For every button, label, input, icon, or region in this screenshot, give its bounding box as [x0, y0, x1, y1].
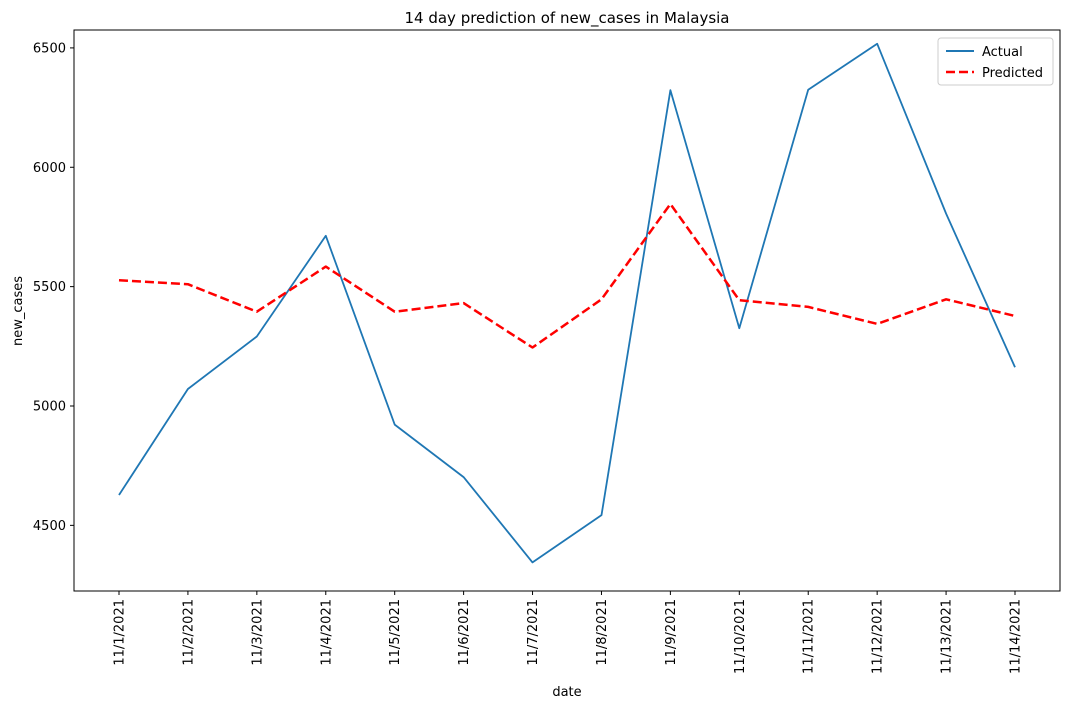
- x-tick-label: 11/2/2021: [181, 599, 196, 666]
- x-tick-label: 11/7/2021: [526, 599, 541, 666]
- x-tick-label: 11/9/2021: [664, 599, 679, 666]
- y-tick-label: 6000: [33, 161, 66, 176]
- x-tick-label: 11/10/2021: [733, 599, 748, 674]
- series-line-actual: [118, 42, 1016, 564]
- x-axis: 11/1/2021 11/2/2021 11/3/2021 11/4/2021 11/5…: [113, 591, 1024, 674]
- legend-actual-label: Actual: [982, 45, 1023, 60]
- y-axis-label: new_cases: [11, 276, 26, 346]
- legend-predicted-label: Predicted: [982, 66, 1043, 81]
- legend: Actual Predicted: [937, 37, 1054, 86]
- y-tick-label: 6500: [33, 41, 66, 56]
- x-tick-label: 11/5/2021: [388, 599, 403, 666]
- series-line-predicted: [118, 202, 1016, 349]
- chart-title: 14 day prediction of new_cases in Malays…: [404, 9, 729, 28]
- x-tick-label: 11/12/2021: [871, 599, 886, 674]
- y-tick-label: 4500: [33, 519, 66, 534]
- plot-frame: [73, 29, 1061, 592]
- x-axis-label: date: [552, 685, 581, 700]
- x-tick-label: 11/1/2021: [113, 599, 128, 666]
- series-group: [118, 42, 1016, 564]
- y-tick-label: 5000: [33, 399, 66, 414]
- x-tick-label: 11/14/2021: [1009, 599, 1024, 674]
- y-tick-label: 5500: [33, 280, 66, 295]
- x-tick-label: 11/3/2021: [250, 599, 265, 666]
- y-axis: 4500 5000 5500 6000 6500: [33, 41, 74, 534]
- x-tick-label: 11/13/2021: [940, 599, 955, 674]
- x-tick-label: 11/11/2021: [802, 599, 817, 674]
- x-tick-label: 11/6/2021: [457, 599, 472, 666]
- x-tick-label: 11/8/2021: [595, 599, 610, 666]
- x-tick-label: 11/4/2021: [319, 599, 334, 666]
